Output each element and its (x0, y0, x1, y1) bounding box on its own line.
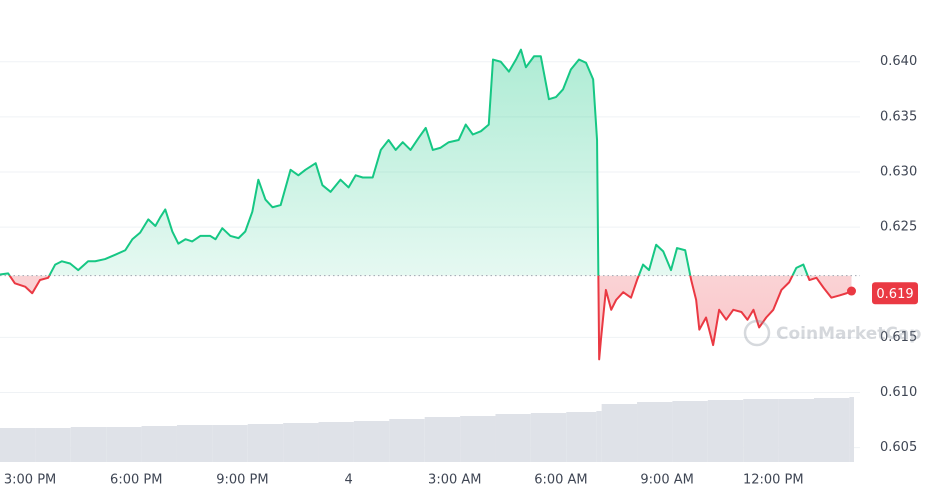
y-tick-label: 0.605 (880, 440, 917, 455)
current-price-label: 0.619 (876, 287, 913, 302)
x-tick-label: 6:00 PM (110, 473, 162, 488)
y-tick-label: 0.610 (880, 385, 917, 400)
price-line-down (8, 275, 852, 361)
volume-bar (495, 414, 531, 462)
x-tick-label: 3:00 AM (428, 473, 481, 488)
volume-bar (566, 412, 597, 462)
volume-bar (849, 397, 854, 462)
y-tick-label: 0.635 (880, 109, 917, 124)
volume-bar (460, 416, 496, 462)
volume-bar (743, 399, 779, 462)
volume-bar (672, 401, 708, 462)
volume-bar (141, 426, 177, 462)
volume-bar (35, 428, 71, 462)
x-tick-label: 4 (344, 473, 352, 488)
watermark: CoinMarketCap (743, 319, 921, 347)
volume-bar (176, 425, 213, 462)
watermark-text: CoinMarketCap (776, 324, 921, 344)
x-tick-label: 3:00 PM (4, 473, 56, 488)
y-tick-label: 0.625 (880, 220, 917, 235)
volume-bar (318, 422, 354, 462)
y-tick-label: 0.630 (880, 164, 917, 179)
watermark-logo (743, 319, 771, 347)
x-tick-label: 12:00 PM (743, 473, 804, 488)
volume-bar (283, 423, 319, 462)
volume-bar (106, 427, 142, 462)
volume-bar (530, 413, 567, 462)
volume-bar (247, 424, 284, 462)
current-price-badge (872, 282, 918, 305)
area-up (0, 49, 852, 276)
x-tick-label: 9:00 PM (216, 473, 268, 488)
area-down (9, 275, 852, 360)
volume-bar (353, 421, 390, 462)
price-line-up (0, 48, 809, 276)
volume-bar (0, 428, 36, 462)
y-tick-label: 0.615 (880, 330, 917, 345)
volume-bar (778, 399, 814, 462)
x-tick-label: 9:00 AM (640, 473, 693, 488)
volume-bar (637, 402, 673, 462)
volume-bar (424, 417, 461, 462)
last-point (847, 286, 857, 296)
volume-bar (813, 398, 850, 462)
volume-bar (70, 427, 107, 462)
volume-bar (707, 400, 744, 462)
y-tick-label: 0.640 (880, 54, 917, 69)
x-tick-label: 6:00 AM (534, 473, 587, 488)
volume-bar (596, 411, 602, 462)
volume-bar (601, 404, 638, 462)
volume-bar (212, 425, 248, 462)
volume-bar (389, 419, 425, 462)
